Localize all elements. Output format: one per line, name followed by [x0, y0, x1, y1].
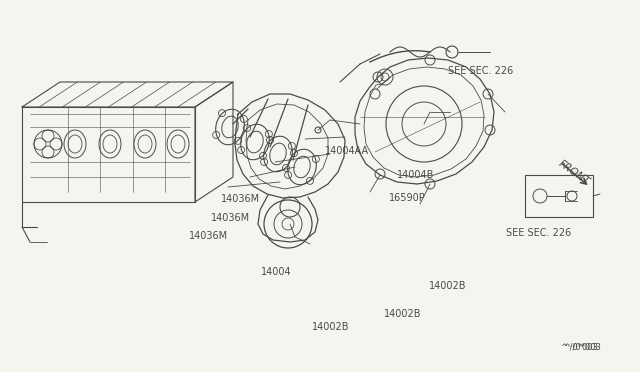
Text: FRONT: FRONT	[557, 159, 591, 187]
Text: SEE SEC. 226: SEE SEC. 226	[506, 228, 571, 237]
Text: 14002B: 14002B	[312, 322, 350, 331]
Text: 16590P: 16590P	[389, 193, 426, 203]
Text: 14004B: 14004B	[397, 170, 434, 180]
Text: 14002B: 14002B	[384, 310, 422, 319]
Text: 14036M: 14036M	[221, 194, 260, 204]
Bar	[525, 175, 593, 217]
Text: 14002B: 14002B	[429, 281, 467, 291]
Text: 14036M: 14036M	[211, 213, 250, 222]
Text: 14004: 14004	[261, 267, 292, 277]
Text: 14004AA: 14004AA	[325, 146, 369, 155]
Text: ^·/0*003: ^·/0*003	[563, 342, 601, 351]
Text: SEE SEC. 226: SEE SEC. 226	[448, 67, 513, 76]
Text: ^·/0*003: ^·/0*003	[560, 343, 598, 352]
Text: 14036M: 14036M	[189, 231, 228, 241]
